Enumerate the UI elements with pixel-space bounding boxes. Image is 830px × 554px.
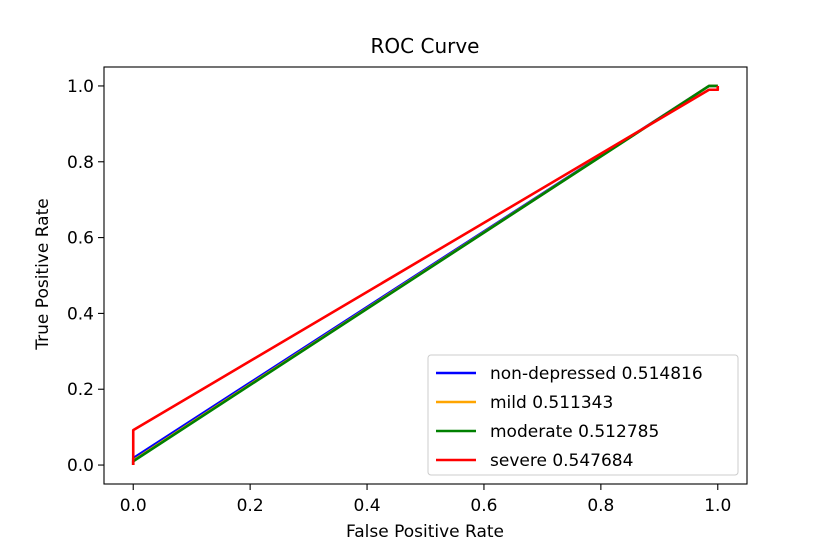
x-tick-label: 1.0 [704,496,731,516]
axes-frame [103,66,748,485]
y-tick-label: 0.8 [67,153,94,173]
x-tick-label: 0.6 [470,496,497,516]
y-tick-label: 0.0 [67,456,94,476]
y-tick-label: 0.4 [67,304,94,324]
chart-title: ROC Curve [371,34,480,58]
legend-entry-3: severe 0.547684 [490,451,633,471]
x-tick-label: 0.2 [237,496,264,516]
x-axis-label: False Positive Rate [346,522,504,542]
legend-entry-2: moderate 0.512785 [490,422,659,442]
legend-entry-0: non-depressed 0.514816 [490,364,703,384]
y-axis-label: True Positive Rate [33,198,53,350]
y-tick-label: 1.0 [67,77,94,97]
plot-area: 0.0 0.2 0.4 0.6 0.8 1.0 0.0 0.2 0.4 0.6 0.8 1.0 [67,66,748,516]
x-tick-label: 0.8 [587,496,614,516]
y-tick-label: 0.2 [67,380,94,400]
y-tick-label: 0.6 [67,229,94,249]
x-tick-label: 0.4 [354,496,381,516]
series-line-3 [131,85,720,466]
legend-box [427,354,739,476]
legend-entry-1: mild 0.511343 [490,393,613,413]
legend: non-depressed 0.514816 mild 0.511343 moder… [427,354,739,476]
x-tick-label: 0.0 [120,496,147,516]
